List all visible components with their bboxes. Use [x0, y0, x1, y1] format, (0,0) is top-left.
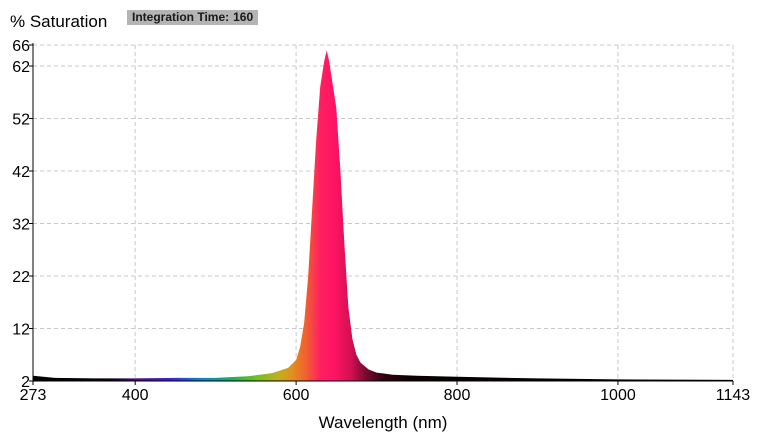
grid-lines [33, 44, 734, 381]
integration-time-value: 160 [233, 10, 254, 24]
y-tick-label: 66 [12, 38, 30, 55]
x-tick-label: 1000 [600, 387, 636, 404]
tick-labels: 2 12 22 32 42 52 62 66 273 400 600 800 1000 1143 [12, 38, 750, 404]
x-tick-label: 600 [283, 387, 310, 404]
x-tick-label: 400 [122, 387, 149, 404]
y-tick-label: 22 [12, 269, 30, 286]
y-tick-label: 62 [12, 59, 30, 76]
x-axis-title: Wavelength (nm) [319, 413, 448, 432]
x-tick-label: 1143 [716, 387, 751, 404]
spectrum-area [33, 50, 733, 382]
y-tick-label: 52 [12, 112, 30, 129]
x-tick-label: 273 [20, 387, 47, 404]
y-tick-label: 42 [12, 164, 30, 181]
y-tick-label: 2 [21, 374, 30, 391]
axes [32, 43, 733, 382]
x-tick-label: 800 [444, 387, 471, 404]
spectrum-area-layer [33, 50, 733, 382]
integration-time-label: Integration Time: [132, 10, 230, 24]
integration-time-badge: Integration Time: 160 [127, 10, 259, 25]
y-axis-title: % Saturation [10, 12, 108, 31]
y-tick-label: 32 [12, 217, 30, 234]
y-tick-label: 12 [12, 322, 30, 339]
